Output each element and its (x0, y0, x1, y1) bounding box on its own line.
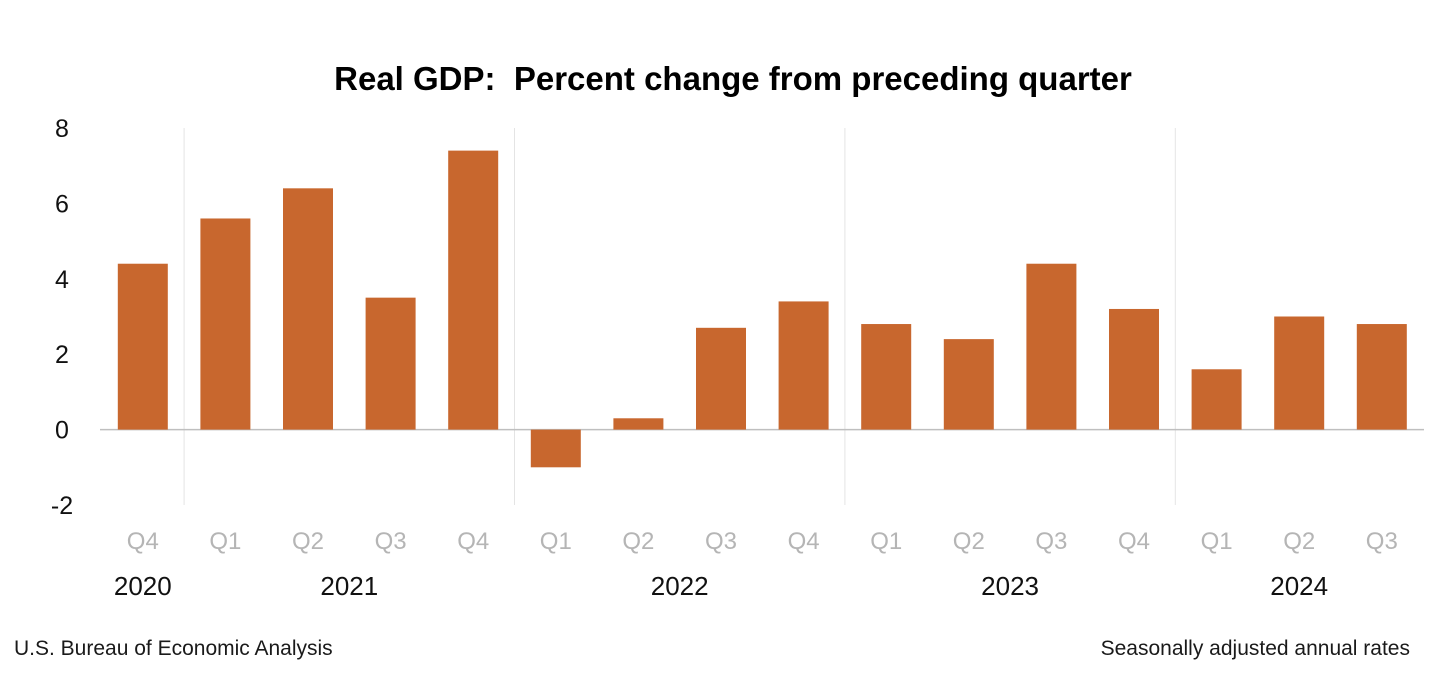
bar (117, 263, 168, 430)
quarter-labels: Q4 Q1 Q2 Q3 Q4 Q1 Q2 Q3 Q4 Q1 Q2 Q3 Q4 Q1 Q2 Q3 (127, 528, 1398, 555)
quarter-label: Q2 (1283, 528, 1315, 555)
quarter-label: Q4 (127, 528, 159, 555)
quarter-label: Q4 (788, 528, 820, 555)
bar (1026, 263, 1077, 430)
bar (696, 327, 746, 430)
quarter-label: Q3 (1366, 528, 1398, 555)
chart-title: Real GDP: Percent change from preceding … (334, 60, 1132, 97)
quarter-label: Q2 (292, 528, 324, 555)
bar (448, 150, 499, 430)
year-label: 2023 (981, 571, 1039, 601)
bar (778, 301, 829, 430)
year-label: 2024 (1270, 571, 1328, 601)
y-tick-label: 4 (55, 266, 69, 294)
bars (117, 150, 1407, 468)
quarter-label: Q4 (457, 528, 489, 555)
quarter-label: Q1 (540, 528, 572, 555)
y-tick-label: 8 (55, 115, 69, 143)
year-label: 2021 (320, 571, 378, 601)
source-note: U.S. Bureau of Economic Analysis (14, 637, 333, 660)
quarter-label: Q3 (375, 528, 407, 555)
bar (200, 218, 251, 430)
y-axis: -2 0 2 4 6 8 (51, 115, 73, 520)
quarter-label: Q1 (1201, 528, 1233, 555)
quarter-label: Q2 (953, 528, 985, 555)
quarter-label: Q3 (705, 528, 737, 555)
bar (1274, 316, 1325, 430)
quarter-label: Q4 (1118, 528, 1150, 555)
quarter-label: Q1 (209, 528, 241, 555)
bar (1109, 308, 1159, 430)
y-tick-label: 0 (55, 417, 69, 445)
bar (283, 188, 333, 430)
bar (530, 429, 581, 468)
bar (861, 324, 912, 430)
year-labels: 2020 2021 2022 2023 2024 (114, 571, 1328, 601)
bar (613, 418, 664, 430)
y-tick-label: 6 (55, 190, 69, 218)
quarter-label: Q1 (870, 528, 902, 555)
year-label: 2020 (114, 571, 172, 601)
quarter-label: Q2 (622, 528, 654, 555)
bar (365, 297, 416, 430)
seasonal-adjustment-note: Seasonally adjusted annual rates (1101, 637, 1410, 660)
bar (1356, 324, 1407, 430)
bar (943, 339, 994, 430)
year-label: 2022 (651, 571, 709, 601)
y-tick-label: 2 (55, 341, 69, 369)
y-tick-label: -2 (51, 492, 73, 520)
quarter-label: Q3 (1035, 528, 1067, 555)
year-separators (183, 128, 1176, 505)
bar (1191, 369, 1242, 430)
